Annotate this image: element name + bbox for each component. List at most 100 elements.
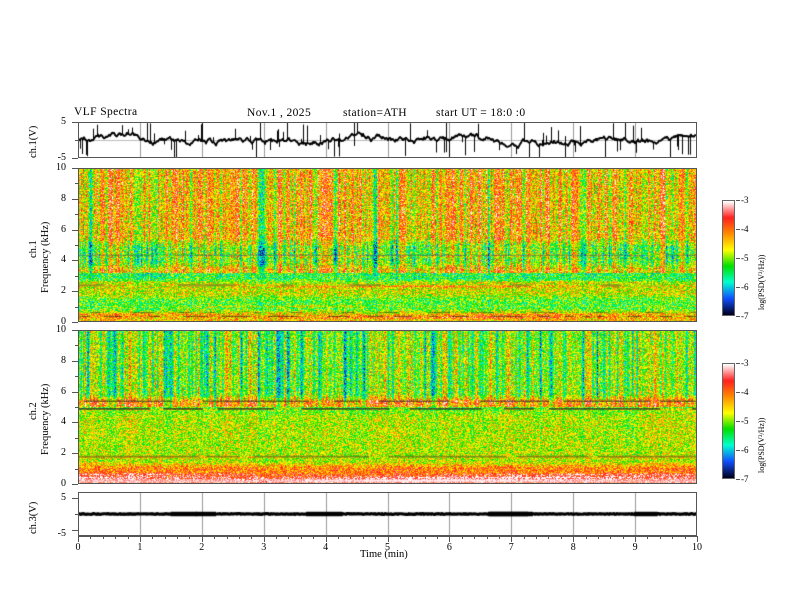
x-axis-minor-tick (486, 536, 488, 539)
x-axis-tick-label: 1 (137, 542, 143, 553)
x-axis-minor-tick (288, 536, 290, 539)
x-axis-tick (201, 536, 203, 542)
x-axis-minor-tick (474, 536, 476, 539)
colorbar-tick-label: -7 (741, 311, 749, 321)
x-axis-tick (78, 536, 79, 542)
ch2-spec-ylabel-channel: ch.2 (28, 402, 39, 420)
y-axis-tick (72, 422, 78, 424)
ch3-wave-ylabel: ch.3(V) (28, 501, 39, 534)
x-axis-minor-tick (276, 536, 278, 539)
ch3-waveform-trace (78, 492, 697, 536)
x-axis-tick (573, 536, 575, 542)
colorbar-ch2 (722, 363, 735, 479)
x-axis-minor-tick (152, 536, 154, 539)
colorbar-tick (736, 363, 740, 364)
ch1-spec-ytick-4: 4 (61, 254, 66, 265)
y-axis-tick (75, 514, 78, 515)
x-axis-minor-tick (610, 536, 612, 539)
ch1-spec-ytick-8: 8 (61, 193, 66, 204)
x-axis-minor-tick (597, 536, 599, 539)
ch3-wave-ytick-top: 5 (61, 492, 66, 503)
x-axis-tick (263, 536, 265, 542)
x-axis-minor-tick (337, 536, 339, 539)
x-axis-minor-tick (226, 536, 228, 539)
ch1-spec-ytick-6: 6 (61, 224, 66, 235)
x-axis-tick (635, 536, 637, 542)
x-axis-tick (511, 536, 513, 542)
x-axis-minor-tick (214, 536, 216, 539)
figure-start-time: start UT = 18:0 :0 (436, 107, 526, 119)
y-axis-tick (72, 168, 78, 169)
ch1-spectrogram-image (78, 168, 697, 322)
x-axis-tick (325, 536, 327, 542)
colorbar-tick-label: -7 (741, 474, 749, 484)
x-axis-minor-tick (375, 536, 377, 539)
colorbar-tick-label: -6 (741, 445, 749, 455)
x-axis-tick-label: 2 (199, 542, 205, 553)
colorbar-ch1-gradient (723, 201, 734, 315)
ch2-spec-ytick-0: 0 (61, 478, 66, 489)
x-axis-tick (387, 536, 389, 542)
ch1-waveform-panel (78, 122, 697, 158)
ch1-spec-ylabel-channel: ch.1 (28, 240, 39, 258)
ch1-spec-ylabel-frequency: Frequency (kHz) (40, 221, 51, 293)
x-axis-minor-tick (622, 536, 624, 539)
x-axis-minor-tick (412, 536, 414, 539)
y-axis-tick (75, 214, 78, 216)
colorbar-tick (736, 392, 740, 393)
x-axis-tick (697, 536, 698, 542)
x-axis-minor-tick (523, 536, 525, 539)
x-axis-minor-tick (251, 536, 253, 539)
x-axis-minor-tick (127, 536, 129, 539)
y-axis-tick (75, 275, 78, 277)
x-axis-minor-tick (647, 536, 649, 539)
x-axis-minor-tick (189, 536, 191, 539)
x-axis-tick-label: 8 (570, 542, 576, 553)
colorbar-tick (736, 258, 740, 259)
x-axis-tick-label: 0 (75, 542, 81, 553)
ch2-spec-ytick-8: 8 (61, 355, 66, 366)
ch2-spec-ytick-6: 6 (61, 386, 66, 397)
x-axis-minor-tick (350, 536, 352, 539)
y-axis-tick (72, 291, 78, 293)
ch1-waveform-trace (78, 122, 697, 158)
colorbar-tick (736, 229, 740, 230)
x-axis-minor-tick (437, 536, 439, 539)
x-axis-minor-tick (102, 536, 104, 539)
ch3-wave-ytick-bottom: -5 (57, 528, 66, 539)
y-axis-tick (72, 260, 78, 262)
ch3-waveform-panel (78, 492, 697, 536)
x-axis-tick-label: 10 (692, 542, 702, 553)
x-axis-minor-tick (498, 536, 500, 539)
ch1-spec-ytick-0: 0 (61, 316, 66, 327)
colorbar-tick (736, 421, 740, 422)
ch1-wave-ytick-bottom: -5 (57, 152, 66, 163)
y-axis-tick (75, 306, 78, 308)
x-axis-minor-tick (424, 536, 426, 539)
x-axis-minor-tick (548, 536, 550, 539)
x-axis-minor-tick (672, 536, 674, 539)
colorbar-tick-label: -4 (741, 387, 749, 397)
colorbar-ch2-gradient (723, 364, 734, 478)
ch1-spectrogram-panel (78, 168, 697, 322)
colorbar-tick (736, 316, 740, 317)
colorbar-ch1-label: log(PSD(V²/Hz)) (757, 254, 766, 310)
ch2-spec-ylabel-frequency: Frequency (kHz) (40, 383, 51, 455)
x-axis-minor-tick (461, 536, 463, 539)
x-axis-tick-label: 7 (508, 542, 514, 553)
colorbar-tick-label: -5 (741, 253, 749, 263)
y-axis-tick (75, 407, 78, 408)
y-axis-tick (72, 498, 78, 499)
y-axis-tick (72, 484, 78, 485)
colorbar-ch2-label: log(PSD(V²/Hz)) (757, 417, 766, 473)
x-axis-minor-tick (300, 536, 302, 539)
y-axis-tick (72, 391, 78, 393)
x-axis-minor-tick (560, 536, 562, 539)
x-axis-minor-tick (164, 536, 166, 539)
ch1-wave-ytick-top: 5 (61, 116, 66, 127)
figure-station: station=ATH (343, 107, 407, 119)
x-axis-minor-tick (362, 536, 364, 539)
x-axis-minor-tick (684, 536, 686, 539)
x-axis-tick-label: 3 (261, 542, 267, 553)
